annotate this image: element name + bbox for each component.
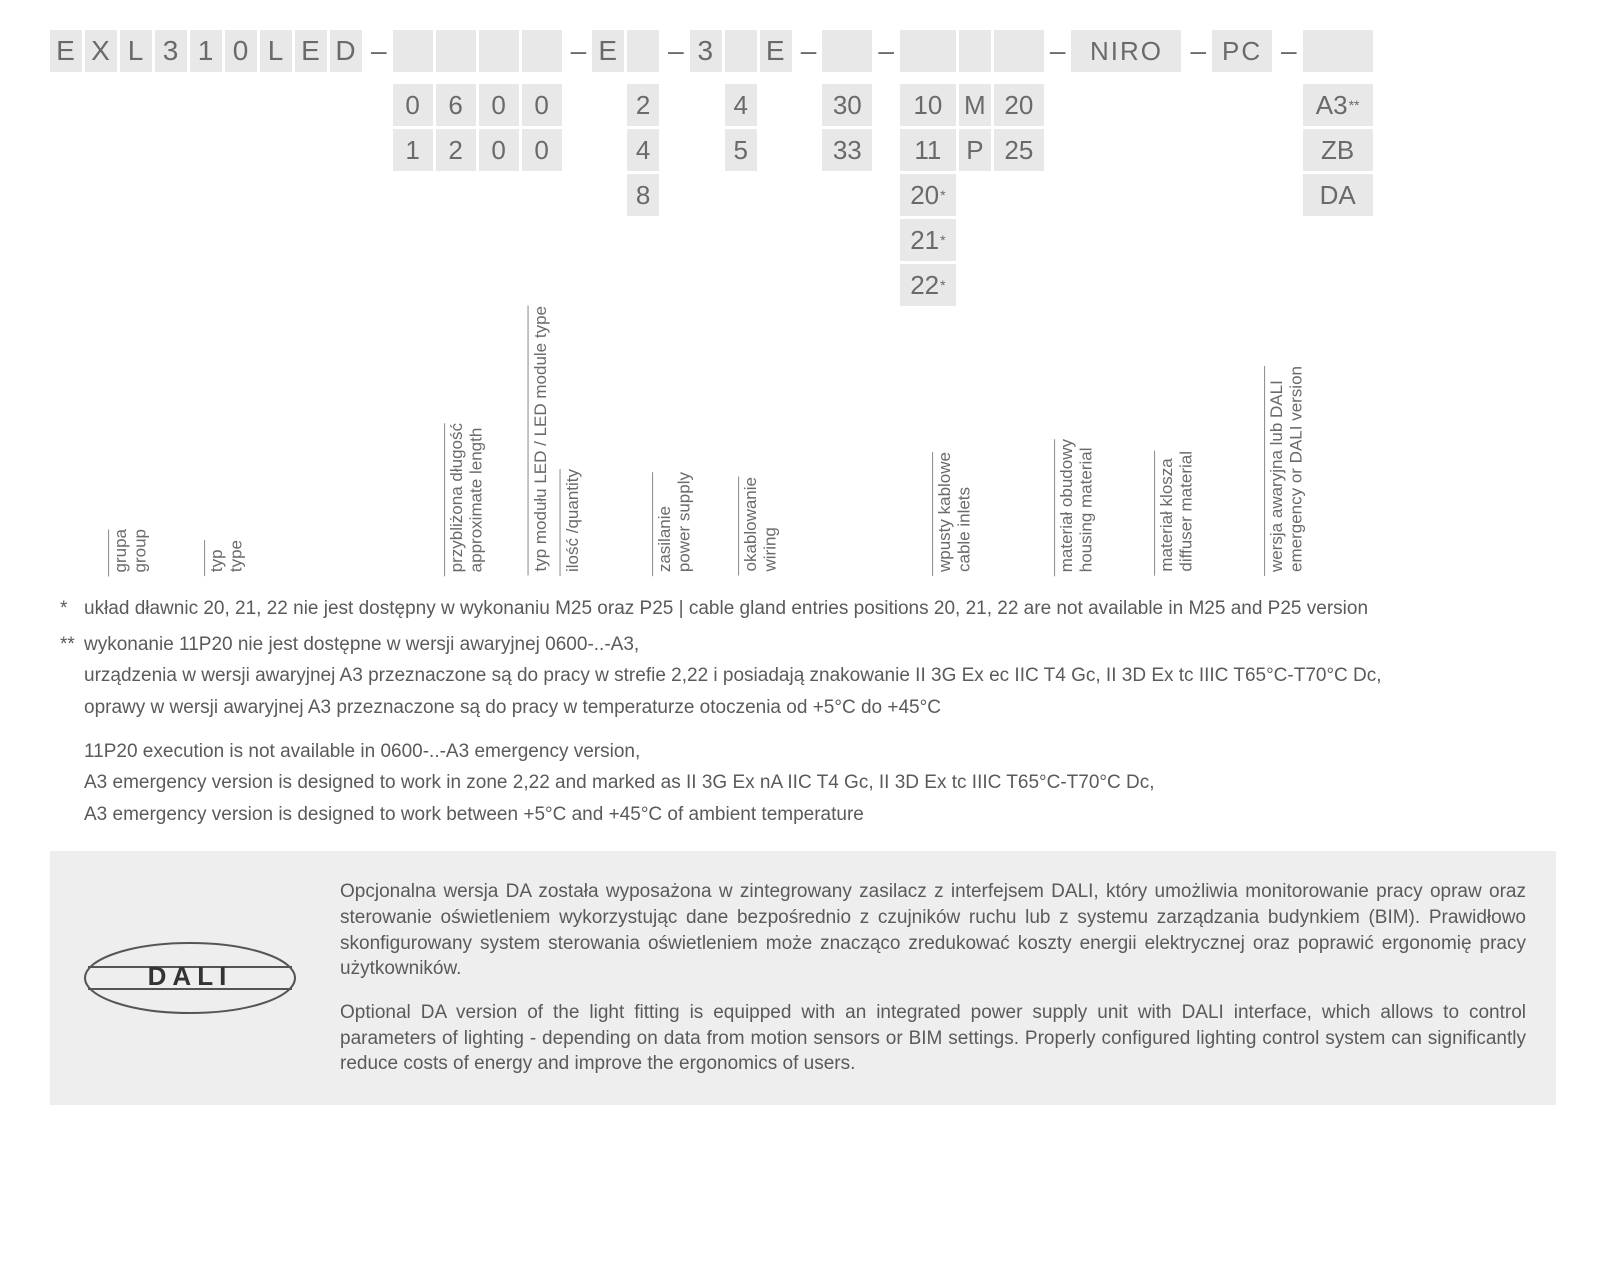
footnotes: *układ dławnic 20, 21, 22 nie jest dostę… [50, 596, 1556, 827]
placeholder-cell [1303, 30, 1373, 72]
placeholder-cell [436, 30, 476, 72]
length-option-digit: 1 [393, 129, 433, 171]
qty-option: 4 [627, 129, 659, 171]
inlet-option-a: 21* [900, 219, 956, 261]
label-diffuser: materiał kloszadiffuser material [1154, 451, 1196, 576]
inlet-option-a: 22* [900, 264, 956, 306]
fixed-e2: E [760, 30, 792, 72]
label-housing: materiał obudowyhousing material [1054, 439, 1096, 576]
dash: – [795, 30, 823, 72]
placeholder-cell [994, 30, 1044, 72]
segment-housing: NIRO [1071, 30, 1184, 72]
length-option-digit: 0 [522, 129, 562, 171]
prefix-cell: 3 [155, 30, 187, 72]
placeholder-cell [479, 30, 519, 72]
dali-text: Opcjonalna wersja DA została wyposażona … [340, 879, 1526, 1076]
footnote-dstar5: A3 emergency version is designed to work… [60, 770, 1546, 796]
qty-option: 2 [627, 84, 659, 126]
svg-text:DALI: DALI [148, 961, 233, 991]
segment-diffuser: PC [1212, 30, 1275, 72]
fixed-e1: E [592, 30, 624, 72]
footnote-dstar3: oprawy w wersji awaryjnej A3 przeznaczon… [60, 695, 1546, 721]
label-group: grupagroup [108, 529, 150, 576]
prefix-cell: D [330, 30, 362, 72]
dali-info-box: DALI Opcjonalna wersja DA została wyposa… [50, 851, 1556, 1104]
placeholder-cell [393, 30, 433, 72]
length-option-digit: 6 [436, 84, 476, 126]
product-code-configurator: EXL310LED – 06001200 – E 248 – 3 4 [50, 30, 1556, 306]
inlet-option-c: 25 [994, 129, 1044, 171]
segment-qty: 248 [627, 30, 662, 216]
fixed-3: 3 [690, 30, 722, 72]
dash: – [365, 30, 393, 72]
segment-three: 3 [690, 30, 725, 72]
label-version: wersja awaryjna lub DALIemergency or DAL… [1264, 366, 1306, 576]
footnote-dstar2: urządzenia w wersji awaryjnej A3 przezna… [60, 663, 1546, 689]
prefix-cell: L [260, 30, 292, 72]
fixed-niro: NIRO [1071, 30, 1181, 72]
length-option-digit: 0 [522, 84, 562, 126]
dash: – [872, 30, 900, 72]
prefix-cell: X [85, 30, 117, 72]
segment-version: A3**ZBDA [1303, 30, 1373, 216]
footnote-dstar1: wykonanie 11P20 nie jest dostępne w wers… [84, 634, 639, 655]
placeholder-cell [627, 30, 659, 72]
length-option-digit: 2 [436, 129, 476, 171]
prefix-cell: E [50, 30, 82, 72]
placeholder-cell [900, 30, 956, 72]
segment-supply: 45 [725, 30, 760, 171]
dash: – [565, 30, 593, 72]
label-supply: zasilaniepower supply [652, 472, 694, 576]
inlet-option-a: 20* [900, 174, 956, 216]
version-option: ZB [1303, 129, 1373, 171]
supply-option: 5 [725, 129, 757, 171]
segment-prefix: EXL310LED [50, 30, 365, 72]
length-option-digit: 0 [479, 129, 519, 171]
dash: – [1275, 30, 1303, 72]
prefix-cell: L [120, 30, 152, 72]
footnote-dstar4: 11P20 execution is not available in 0600… [60, 739, 1546, 765]
segment-length: 06001200 [393, 30, 565, 171]
inlet-option-b: P [959, 129, 991, 171]
qty-option: 8 [627, 174, 659, 216]
placeholder-cell [725, 30, 757, 72]
segment-module: E [592, 30, 627, 72]
placeholder-cell [522, 30, 562, 72]
wiring-option: 30 [822, 84, 872, 126]
prefix-cell: E [295, 30, 327, 72]
label-type: typtype [204, 540, 246, 576]
dali-text-pl: Opcjonalna wersja DA została wyposażona … [340, 879, 1526, 982]
prefix-cell: 0 [225, 30, 257, 72]
dali-logo: DALI [70, 933, 310, 1023]
fixed-pc: PC [1212, 30, 1272, 72]
length-option-digit: 0 [479, 84, 519, 126]
placeholder-cell [822, 30, 872, 72]
segment-inlets: 101120*21*22* MP 2025 [900, 30, 1044, 306]
dali-text-en: Optional DA version of the light fitting… [340, 1000, 1526, 1077]
inlet-option-c: 20 [994, 84, 1044, 126]
dash: – [1044, 30, 1072, 72]
label-inlets: wpusty kablowecable inlets [932, 452, 974, 576]
labels-row: grupagroup typtype przybliżona długośćappr… [50, 316, 1556, 576]
inlet-option-a: 11 [900, 129, 956, 171]
inlet-option-b: M [959, 84, 991, 126]
label-module: typ modułu LED / LED module type [528, 306, 551, 576]
label-length: przybliżona długośćapproximate length [444, 423, 486, 576]
length-option-digit: 0 [393, 84, 433, 126]
segment-wiring: 3033 [822, 30, 872, 171]
dash: – [662, 30, 690, 72]
wiring-option: 33 [822, 129, 872, 171]
placeholder-cell [959, 30, 991, 72]
dash: – [1184, 30, 1212, 72]
label-wiring: okablowaniewiring [738, 477, 780, 576]
label-qty: ilość /quantity [560, 469, 583, 576]
version-option: DA [1303, 174, 1373, 216]
version-option: A3** [1303, 84, 1373, 126]
footnote-dstar6: A3 emergency version is designed to work… [60, 802, 1546, 828]
segment-e2: E [760, 30, 795, 72]
footnote-star: układ dławnic 20, 21, 22 nie jest dostęp… [84, 598, 1368, 619]
inlet-option-a: 10 [900, 84, 956, 126]
supply-option: 4 [725, 84, 757, 126]
prefix-cell: 1 [190, 30, 222, 72]
